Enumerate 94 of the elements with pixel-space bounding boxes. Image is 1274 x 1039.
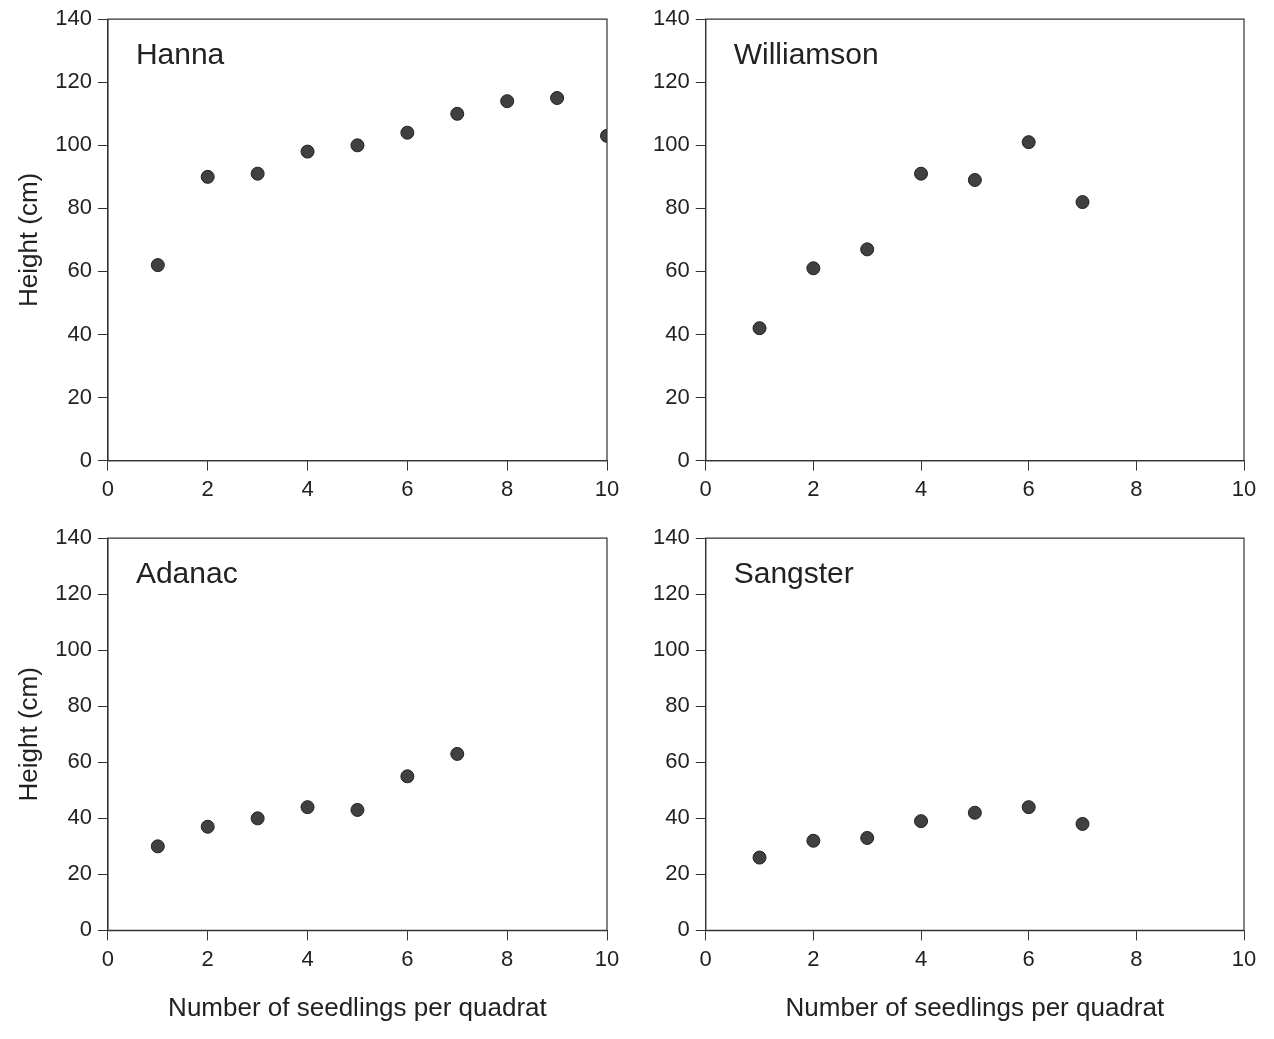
annotation: Adanac xyxy=(135,556,238,590)
y-tick-label: 0 xyxy=(677,916,690,942)
y-tick-label: 100 xyxy=(652,636,690,662)
x-axis-title: Number of seedlings per quadrat xyxy=(168,991,548,1022)
x-axis-title: Number of seedlings per quadrat xyxy=(785,991,1165,1022)
y-tick-label: 140 xyxy=(55,5,92,31)
x-tick-label: 4 xyxy=(301,475,314,501)
x-tick-label: 0 xyxy=(101,945,115,971)
x-tick-label: 4 xyxy=(914,475,928,501)
y-tick-label: 40 xyxy=(67,320,92,346)
point xyxy=(1075,195,1090,210)
point xyxy=(550,91,565,106)
y-tick-label: 60 xyxy=(665,257,690,283)
x-tick-label: 10 xyxy=(1231,945,1257,971)
y-tick-label: 20 xyxy=(67,860,92,886)
y-tick-label: 120 xyxy=(652,68,690,94)
y-tick-label: 120 xyxy=(55,580,92,606)
y-tick-label: 60 xyxy=(67,748,92,774)
point xyxy=(300,800,315,815)
x-tick-label: 2 xyxy=(807,475,820,501)
y-tick-label: 40 xyxy=(67,804,92,830)
point xyxy=(250,811,265,826)
point xyxy=(400,125,415,140)
point xyxy=(350,138,365,153)
point xyxy=(1021,800,1036,815)
x-tick-label: 8 xyxy=(1130,475,1143,501)
point xyxy=(250,166,265,181)
point xyxy=(967,173,982,187)
point xyxy=(350,802,365,817)
y-tick-label: 40 xyxy=(665,320,690,346)
y-tick-label: 80 xyxy=(67,194,92,220)
x-tick-label: 8 xyxy=(1130,945,1143,971)
point xyxy=(806,833,821,848)
y-tick-label: 120 xyxy=(55,68,92,94)
x-tick-label: 4 xyxy=(914,945,928,971)
y-tick-label: 20 xyxy=(665,383,690,409)
y-tick-label: 0 xyxy=(79,916,92,942)
point xyxy=(1075,816,1090,831)
y-tick-label: 140 xyxy=(652,524,690,550)
x-tick-label: 2 xyxy=(807,945,820,971)
y-axis-title: Height (cm) xyxy=(12,667,43,802)
point xyxy=(806,261,821,276)
x-tick-label: 6 xyxy=(401,945,414,971)
point xyxy=(450,746,465,761)
y-tick-label: 80 xyxy=(67,692,92,718)
y-tick-label: 60 xyxy=(67,257,92,283)
point xyxy=(860,830,875,845)
y-tick-label: 80 xyxy=(665,194,690,220)
x-tick-label: 6 xyxy=(1022,475,1035,501)
x-tick-label: 2 xyxy=(201,945,214,971)
y-tick-label: 60 xyxy=(665,748,690,774)
y-tick-label: 140 xyxy=(55,524,92,550)
x-tick-label: 8 xyxy=(501,475,514,501)
point xyxy=(200,169,215,184)
point xyxy=(150,839,165,854)
point xyxy=(1021,135,1036,150)
point xyxy=(150,258,165,273)
annotation: Sangster xyxy=(733,556,854,590)
point xyxy=(752,850,767,865)
annotation: Williamson xyxy=(733,37,879,71)
x-tick-label: 0 xyxy=(699,945,712,971)
x-tick-label: 0 xyxy=(101,475,115,501)
y-tick-label: 0 xyxy=(79,446,92,472)
y-tick-label: 140 xyxy=(652,5,690,31)
y-tick-label: 20 xyxy=(665,860,690,886)
point xyxy=(500,94,515,109)
point xyxy=(300,144,315,159)
point xyxy=(450,106,465,121)
y-tick-label: 100 xyxy=(55,636,92,662)
x-tick-label: 4 xyxy=(301,945,314,971)
x-tick-label: 6 xyxy=(401,475,414,501)
y-tick-label: 0 xyxy=(677,446,690,472)
annotation: Hanna xyxy=(135,37,225,71)
y-tick-label: 80 xyxy=(665,692,690,718)
x-tick-label: 10 xyxy=(594,945,620,971)
x-tick-label: 10 xyxy=(1231,475,1257,501)
x-tick-label: 8 xyxy=(501,945,514,971)
y-tick-label: 100 xyxy=(55,131,92,157)
y-tick-label: 20 xyxy=(67,383,92,409)
point xyxy=(914,814,929,829)
point xyxy=(967,805,982,820)
y-tick-label: 40 xyxy=(665,804,690,830)
point xyxy=(752,321,767,336)
point xyxy=(400,769,415,784)
y-tick-label: 100 xyxy=(652,131,690,157)
x-tick-label: 6 xyxy=(1022,945,1035,971)
point xyxy=(200,819,215,834)
point xyxy=(860,242,875,257)
y-tick-label: 120 xyxy=(652,580,690,606)
x-tick-label: 2 xyxy=(201,475,214,501)
x-tick-label: 0 xyxy=(699,475,712,501)
point xyxy=(914,166,929,181)
x-tick-label: 10 xyxy=(594,475,620,501)
y-axis-title: Height (cm) xyxy=(12,172,43,308)
